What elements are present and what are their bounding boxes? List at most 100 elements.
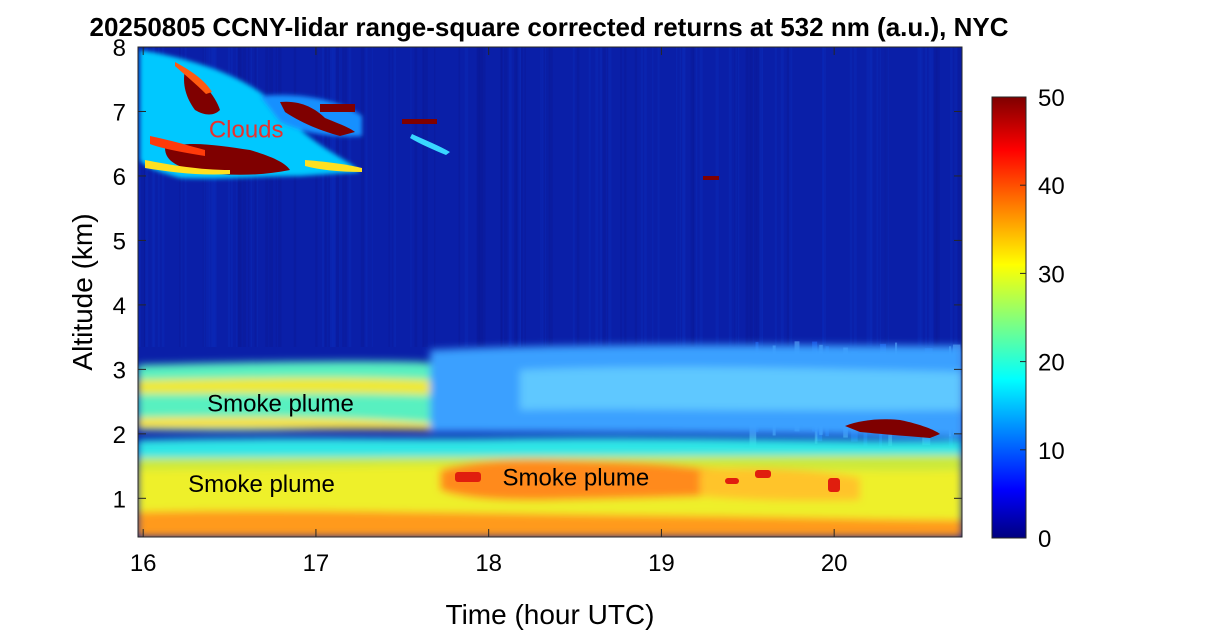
- noise-streak: [515, 47, 520, 347]
- noise-streak: [327, 47, 330, 347]
- noise-streak: [161, 47, 165, 347]
- colorbar-tick-label: 20: [1038, 350, 1065, 377]
- noise-streak: [699, 47, 703, 347]
- noise-streak: [728, 47, 732, 347]
- noise-streak: [885, 47, 889, 347]
- noise-streak: [682, 47, 686, 347]
- y-tick-label: 6: [113, 164, 126, 191]
- noise-streak: [737, 47, 740, 347]
- noise-streak: [479, 47, 482, 347]
- noise-streak: [884, 47, 888, 347]
- noise-streak: [179, 47, 184, 347]
- y-tick-label: 2: [113, 422, 126, 449]
- plot-frame: [137, 46, 963, 538]
- noise-streak: [822, 47, 824, 347]
- plume-hotspot: [755, 470, 771, 478]
- noise-streak: [715, 47, 719, 347]
- colorbar-tick-label: 30: [1038, 261, 1065, 288]
- noise-streak: [236, 47, 238, 347]
- noise-streak: [543, 47, 546, 347]
- colorbar-tick-label: 50: [1038, 85, 1065, 112]
- plume-hotspot: [725, 478, 739, 484]
- noise-streak: [392, 47, 395, 347]
- noise-streak: [477, 47, 481, 347]
- noise-streak: [293, 47, 297, 347]
- noise-streak: [690, 47, 695, 347]
- noise-streak: [547, 47, 550, 347]
- noise-streak: [203, 47, 208, 347]
- noise-streak: [214, 47, 217, 347]
- noise-streak: [509, 47, 511, 347]
- noise-streak: [211, 47, 214, 347]
- noise-streak: [256, 47, 258, 347]
- noise-streak: [546, 47, 549, 347]
- noise-streak: [477, 47, 480, 347]
- noise-streak: [227, 47, 231, 347]
- noise-streak: [143, 47, 146, 347]
- noise-streak: [675, 47, 678, 347]
- noise-streak: [326, 47, 329, 347]
- noise-streak: [180, 47, 183, 347]
- noise-streak: [620, 47, 622, 347]
- noise-streak: [879, 47, 882, 347]
- noise-streak: [624, 47, 627, 347]
- noise-streak: [321, 47, 325, 347]
- noise-streak: [335, 47, 339, 347]
- noise-streak: [144, 47, 149, 347]
- noise-streak: [339, 47, 342, 347]
- noise-streak: [607, 47, 609, 347]
- noise-streak: [338, 47, 340, 347]
- plume-hotspot: [455, 472, 481, 482]
- plume-hotspots: [455, 470, 840, 492]
- noise-streak: [324, 47, 328, 347]
- noise-streak: [691, 47, 694, 347]
- noise-streak: [340, 47, 342, 347]
- noise-streak: [884, 47, 888, 347]
- noise-streak: [206, 47, 208, 347]
- noise-streak: [480, 47, 484, 347]
- noise-streak: [679, 47, 681, 347]
- colorbar-tick-label: 0: [1038, 526, 1051, 553]
- noise-streak: [254, 47, 257, 347]
- annotations: Clouds Smoke plume Smoke plume Smoke plume: [188, 116, 649, 498]
- noise-streak: [237, 47, 240, 347]
- noise-streak: [371, 47, 373, 347]
- colorbar: [991, 96, 1027, 539]
- noise-streak: [517, 47, 522, 347]
- noise-streak: [953, 47, 957, 347]
- noise-streak: [476, 47, 479, 347]
- noise-streak: [652, 47, 654, 347]
- noise-streak: [275, 47, 277, 347]
- noise-streak: [208, 47, 211, 347]
- noise-streak: [691, 47, 694, 347]
- noise-streak: [248, 47, 250, 347]
- noise-streak: [919, 47, 923, 347]
- noise-streak: [853, 47, 857, 347]
- noise-streak: [588, 47, 591, 347]
- noise-streak: [138, 47, 141, 347]
- noise-streak: [184, 47, 187, 347]
- y-tick-label: 4: [113, 293, 126, 320]
- noise-streak: [242, 47, 247, 347]
- x-tick-label: 20: [821, 550, 848, 577]
- noise-streak: [549, 47, 553, 347]
- noise-streak: [519, 47, 521, 347]
- noise-streak: [876, 47, 879, 347]
- noise-streak: [393, 47, 397, 347]
- noise-streak: [746, 47, 749, 347]
- noise-streak: [917, 47, 921, 347]
- annotation-label: Smoke plume: [207, 390, 354, 417]
- noise-streak: [348, 47, 352, 347]
- x-tick-label: 16: [130, 550, 157, 577]
- noise-streak: [786, 47, 791, 347]
- noise-streak: [503, 47, 508, 347]
- noise-streak: [517, 47, 520, 347]
- noise-streak: [250, 47, 253, 347]
- y-tick-label: 3: [113, 357, 126, 384]
- noise-streak: [329, 47, 334, 347]
- noise-streak: [423, 47, 428, 347]
- y-tick-label: 1: [113, 486, 126, 513]
- noise-streak: [745, 47, 748, 347]
- noise-streak: [458, 47, 461, 347]
